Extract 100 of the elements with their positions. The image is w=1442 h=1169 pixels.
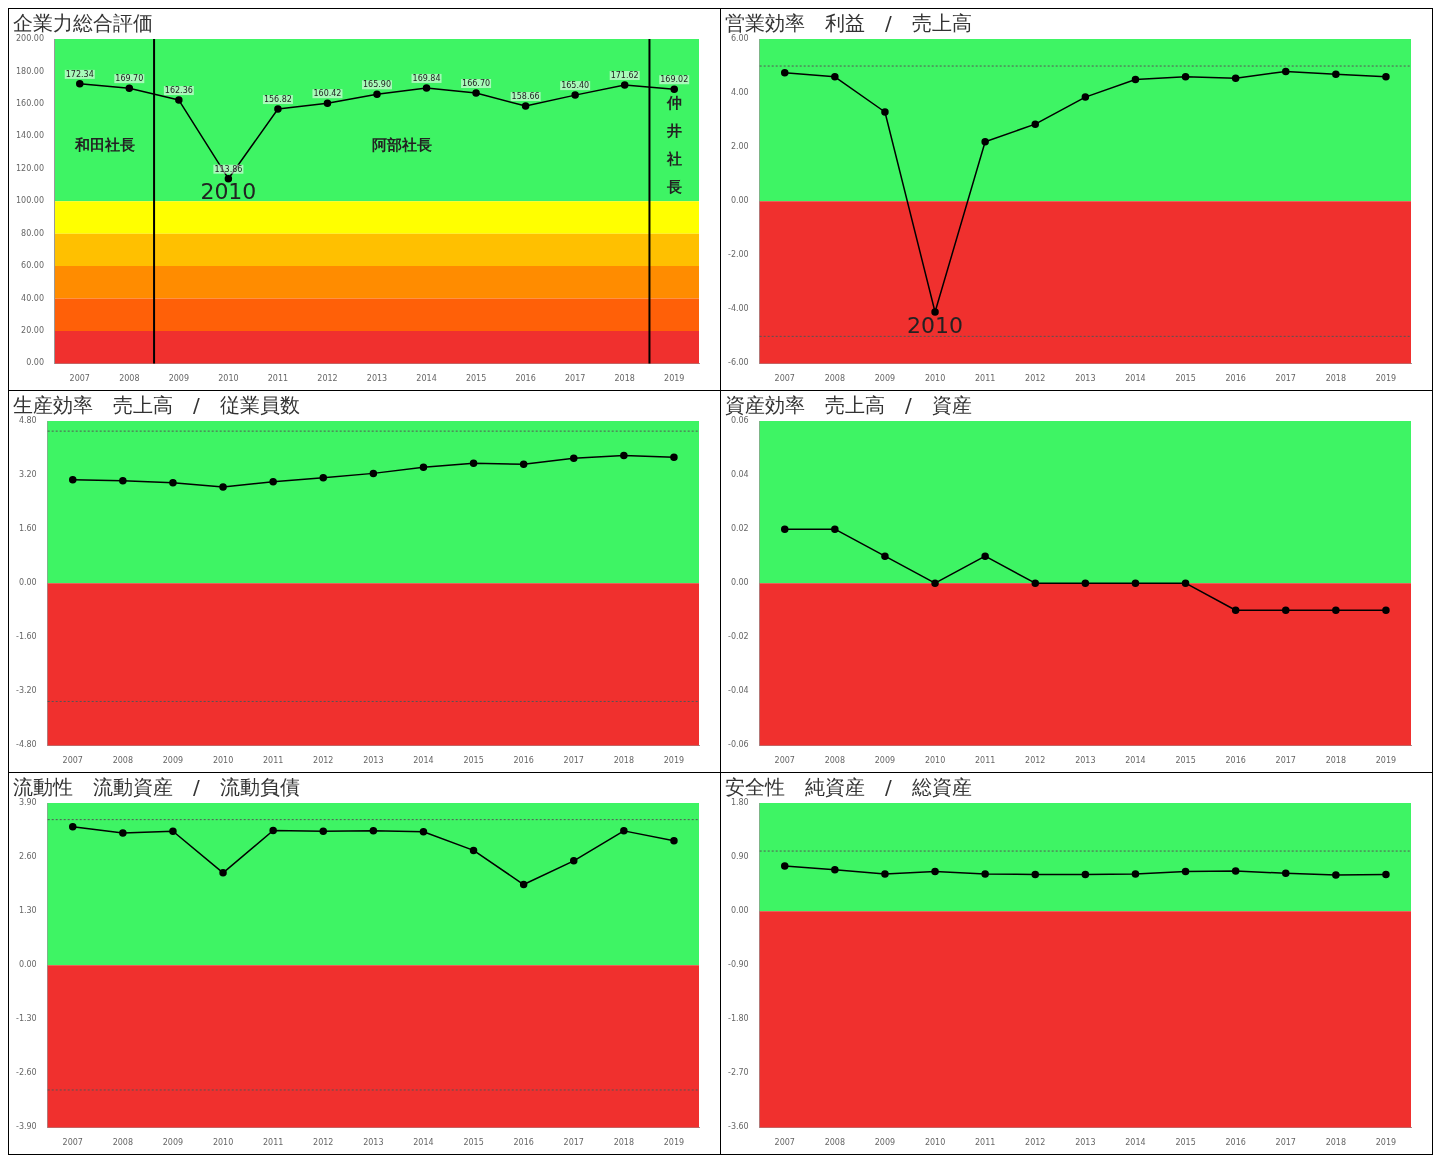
point bbox=[472, 89, 480, 97]
x-tick-label: 2015 bbox=[463, 1138, 484, 1148]
y-tick-label: 1.80 bbox=[730, 798, 749, 808]
x-tick-label: 2008 bbox=[824, 1138, 846, 1148]
y-tick-label: 180.00 bbox=[15, 66, 44, 76]
point bbox=[419, 463, 428, 472]
x-tick-label: 2007 bbox=[62, 1138, 83, 1148]
point bbox=[931, 867, 939, 876]
point bbox=[76, 80, 84, 88]
x-tick-label: 2009 bbox=[162, 1138, 184, 1148]
point bbox=[1031, 870, 1039, 879]
x-tick-label: 2009 bbox=[874, 374, 896, 384]
point bbox=[1282, 869, 1290, 878]
point bbox=[175, 96, 183, 104]
x-tick-label: 2015 bbox=[465, 374, 487, 384]
x-tick-label: 2010 bbox=[212, 756, 234, 766]
point bbox=[219, 869, 227, 877]
y-tick-label: 6.00 bbox=[730, 34, 749, 44]
y-tick-label: -3.90 bbox=[16, 1122, 37, 1132]
x-tick-label: 2018 bbox=[1325, 756, 1347, 766]
point bbox=[519, 460, 528, 468]
chart-title: 資産効率 売上高 / 資産 bbox=[725, 393, 972, 418]
point bbox=[781, 69, 789, 77]
point bbox=[169, 827, 177, 836]
y-tick-label: 200.00 bbox=[15, 34, 44, 44]
point bbox=[1382, 606, 1390, 614]
y-tick-label: -4.80 bbox=[16, 740, 37, 750]
x-tick-label: 2016 bbox=[513, 1138, 534, 1148]
x-tick-label: 2009 bbox=[874, 1138, 896, 1148]
point bbox=[1031, 120, 1039, 128]
point bbox=[319, 474, 327, 482]
data-label: 158.66 bbox=[511, 92, 540, 102]
x-tick-label: 2007 bbox=[774, 1138, 795, 1148]
x-tick-label: 2018 bbox=[1325, 374, 1347, 384]
y-tick-label: 2.00 bbox=[730, 142, 749, 152]
x-tick-label: 2010 bbox=[924, 374, 946, 384]
point bbox=[1382, 73, 1390, 81]
point bbox=[373, 90, 381, 99]
point bbox=[981, 137, 989, 146]
x-tick-label: 2011 bbox=[974, 374, 996, 384]
y-tick-label: 3.20 bbox=[18, 470, 37, 480]
point bbox=[224, 174, 233, 183]
x-tick-label: 2010 bbox=[924, 1138, 946, 1148]
y-tick-label: 100.00 bbox=[15, 196, 44, 206]
y-tick-label: 0.00 bbox=[18, 960, 37, 970]
x-tick-label: 2011 bbox=[262, 756, 284, 766]
point bbox=[620, 451, 628, 460]
point bbox=[369, 827, 378, 835]
y-tick-label: 20.00 bbox=[21, 326, 44, 336]
x-tick-label: 2014 bbox=[413, 756, 434, 766]
x-tick-label: 2018 bbox=[613, 756, 635, 766]
y-tick-label: -0.02 bbox=[728, 632, 749, 642]
point bbox=[1081, 870, 1090, 879]
y-tick-label: 0.00 bbox=[730, 906, 749, 916]
x-tick-label: 2015 bbox=[463, 756, 484, 766]
point bbox=[620, 81, 629, 89]
x-tick-label: 2009 bbox=[162, 756, 184, 766]
point bbox=[422, 84, 431, 92]
annotation: 和田社長 bbox=[73, 135, 135, 154]
y-tick-label: 3.90 bbox=[18, 798, 37, 808]
point bbox=[1031, 579, 1039, 587]
x-tick-label: 2008 bbox=[112, 1138, 134, 1148]
data-label: 162.36 bbox=[164, 86, 193, 96]
x-tick-label: 2019 bbox=[663, 756, 685, 766]
annotation: 2010 bbox=[907, 312, 964, 338]
point bbox=[1231, 74, 1240, 82]
x-tick-label: 2017 bbox=[563, 756, 584, 766]
point bbox=[319, 827, 327, 836]
y-tick-label: 0.02 bbox=[730, 524, 749, 534]
x-tick-label: 2011 bbox=[267, 374, 289, 384]
x-tick-label: 2007 bbox=[774, 756, 795, 766]
data-label: 113.86 bbox=[214, 164, 243, 174]
x-tick-label: 2013 bbox=[363, 756, 384, 766]
point bbox=[881, 552, 889, 560]
x-tick-label: 2017 bbox=[1275, 1138, 1296, 1148]
y-tick-label: 0.00 bbox=[730, 578, 749, 588]
x-tick-label: 2014 bbox=[1125, 756, 1146, 766]
point bbox=[469, 459, 478, 467]
point bbox=[369, 469, 378, 478]
x-tick-label: 2013 bbox=[1075, 756, 1096, 766]
x-tick-label: 2007 bbox=[62, 756, 83, 766]
x-tick-label: 2017 bbox=[1275, 374, 1296, 384]
point bbox=[125, 84, 134, 92]
point bbox=[1181, 579, 1190, 587]
point bbox=[831, 865, 839, 874]
point bbox=[419, 827, 428, 836]
x-tick-label: 2010 bbox=[924, 756, 946, 766]
x-tick-label: 2016 bbox=[1225, 1138, 1246, 1148]
point bbox=[670, 837, 678, 845]
point bbox=[1332, 606, 1340, 614]
y-tick-label: 2.60 bbox=[18, 852, 37, 862]
x-tick-label: 2011 bbox=[974, 756, 996, 766]
x-tick-label: 2011 bbox=[262, 1138, 284, 1148]
point bbox=[219, 483, 227, 491]
x-tick-label: 2014 bbox=[413, 1138, 434, 1148]
y-tick-label: -3.20 bbox=[16, 686, 37, 696]
point bbox=[1131, 870, 1140, 878]
x-tick-label: 2010 bbox=[212, 1138, 234, 1148]
point bbox=[1131, 75, 1140, 84]
point bbox=[1081, 93, 1090, 101]
